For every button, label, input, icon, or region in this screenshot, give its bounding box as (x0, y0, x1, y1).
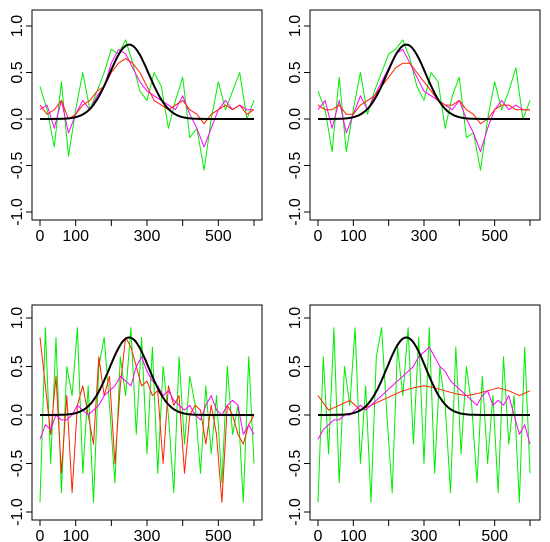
bump-curve (40, 336, 254, 416)
y-tick-label: 0.0 (9, 108, 26, 130)
x-tick-label: 0 (36, 228, 45, 245)
series-line-2 (39, 58, 255, 125)
y-tick-label: -1.0 (287, 198, 304, 226)
plot-frame (31, 304, 263, 521)
series-line-0 (317, 327, 531, 503)
series-line-2 (317, 62, 530, 125)
y-tick-label: -1.0 (9, 198, 26, 226)
y-tick-label: 1.0 (287, 15, 304, 37)
series-line-0 (39, 327, 255, 503)
x-tick-label: 300 (411, 228, 438, 245)
y-tick-label: 1.0 (9, 307, 26, 329)
x-tick-label: 500 (481, 528, 508, 542)
y-tick-label: -1.0 (9, 498, 26, 526)
x-tick-label: 0 (314, 528, 323, 542)
y-tick-label: 1.0 (287, 307, 304, 329)
y-tick-label: -0.5 (287, 450, 304, 478)
x-tick-label: 500 (205, 228, 232, 245)
y-tick-label: 0.5 (9, 355, 26, 377)
y-tick-label: 0.0 (287, 404, 304, 426)
x-tick-label: 100 (340, 528, 367, 542)
series-line-0 (39, 39, 255, 171)
y-tick-label: 0.0 (287, 108, 304, 130)
x-tick-label: 500 (481, 228, 508, 245)
panel-top-left: 0 100 300 500 -1.0 -0.5 0.0 0.5 1.0 (9, 9, 263, 245)
panel-top-right: 0 100 300 500 -1.0 -0.5 0.0 0.5 1.0 (287, 9, 541, 245)
y-tick-label: 0.5 (9, 61, 26, 83)
x-tick-label: 0 (36, 528, 45, 542)
x-tick-label: 100 (340, 228, 367, 245)
y-tick-label: -0.5 (287, 152, 304, 180)
series-line-1 (39, 336, 255, 503)
plot-frame (309, 304, 541, 521)
y-tick-label: 1.0 (9, 15, 26, 37)
y-tick-label: 0.5 (287, 61, 304, 83)
x-tick-label: 0 (314, 228, 323, 245)
x-tick-label: 300 (134, 528, 161, 542)
series-line-2 (39, 356, 255, 440)
y-tick-label: 0.0 (9, 404, 26, 426)
series-line-2 (317, 346, 531, 445)
series-line-1 (317, 385, 531, 411)
x-tick-label: 100 (62, 228, 89, 245)
bump-curve (40, 43, 254, 120)
panel-bottom-right: 0 100 300 500 -1.0 -0.5 0.0 0.5 1.0 (287, 304, 541, 542)
x-tick-label: 300 (411, 528, 438, 542)
series-line-0 (317, 39, 531, 171)
x-tick-label: 100 (62, 528, 89, 542)
y-tick-label: 0.5 (287, 355, 304, 377)
plot-frame (309, 9, 541, 221)
y-tick-label: -0.5 (9, 152, 26, 180)
panel-bottom-left: 0 100 300 500 -1.0 -0.5 0.0 0.5 1.0 (9, 304, 263, 542)
bump-curve (318, 43, 530, 120)
y-tick-label: -0.5 (9, 450, 26, 478)
bump-curve (318, 336, 530, 416)
y-tick-label: -1.0 (287, 498, 304, 526)
x-tick-label: 300 (134, 228, 161, 245)
x-tick-label: 500 (205, 528, 232, 542)
